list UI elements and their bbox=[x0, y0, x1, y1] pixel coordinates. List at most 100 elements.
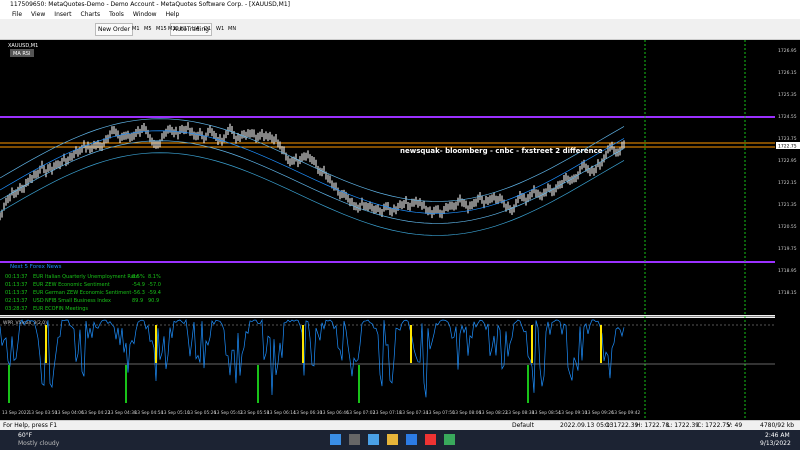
time-tick-label: 13 Sep 08:22 bbox=[479, 410, 508, 416]
timeframe-button[interactable]: H1 bbox=[180, 26, 187, 32]
oscillator-signal bbox=[358, 365, 360, 403]
news-title: Next 5 Forex News bbox=[10, 264, 62, 270]
news-cell: 90.9 bbox=[148, 298, 159, 304]
time-tick-label: 13 Sep 08:54 bbox=[532, 410, 561, 416]
price-tick-label: 1720.55 bbox=[778, 224, 797, 230]
price-tick-label: 1724.55 bbox=[778, 114, 797, 120]
price-tick-label: 1718.95 bbox=[778, 268, 797, 274]
volume: V: 49 bbox=[727, 422, 743, 429]
close: C: 1722.75 bbox=[697, 422, 730, 429]
price-axis bbox=[775, 40, 800, 420]
explorer[interactable] bbox=[387, 434, 398, 445]
menu-item[interactable]: Insert bbox=[54, 11, 72, 18]
title-bar: 117509650: MetaQuotes-Demo - Demo Accoun… bbox=[0, 0, 800, 10]
menu-item[interactable]: View bbox=[31, 11, 46, 18]
annotation: newsquak- bloomberg - cnbc - fxstreet 2 … bbox=[400, 147, 603, 155]
oscillator-line bbox=[0, 318, 625, 398]
timeframe-button[interactable]: M1 bbox=[132, 26, 140, 32]
temperature: 60°F bbox=[18, 432, 33, 439]
menu-item[interactable]: Window bbox=[132, 11, 157, 18]
time-tick-label: 13 Sep 07:02 bbox=[347, 410, 376, 416]
timeframe-button[interactable]: W1 bbox=[216, 26, 225, 32]
taskbar: 60°F Mostly cloudy 2:46 AM 9/13/2022 bbox=[0, 430, 800, 450]
oscillator-signal bbox=[8, 365, 10, 403]
news-cell: German ZEW Economic Sentiment bbox=[45, 290, 131, 296]
price-tick-label: 1722.15 bbox=[778, 180, 797, 186]
news-cell: -59.4 bbox=[148, 290, 161, 296]
taskbar-icons bbox=[330, 434, 470, 446]
profile: Default bbox=[512, 422, 534, 429]
news-cell: -54.9 bbox=[132, 282, 145, 288]
search[interactable] bbox=[349, 434, 360, 445]
price-tick-label: 1722.95 bbox=[778, 158, 797, 164]
traffic: 4780/92 kb bbox=[760, 422, 795, 429]
timeframe-button[interactable]: H4 bbox=[192, 26, 199, 32]
indicator-badge bbox=[10, 49, 34, 57]
news-cell: 02:13:37 bbox=[5, 298, 27, 304]
time-tick-label: 13 Sep 05:10 bbox=[161, 410, 190, 416]
clock: 2:46 AM bbox=[765, 432, 790, 439]
time-tick-label: 13 Sep 07:34 bbox=[400, 410, 429, 416]
news-cell: Italian Quarterly Unemployment Rate bbox=[45, 274, 139, 280]
oscillator-signal bbox=[302, 325, 304, 363]
menu-item[interactable]: Charts bbox=[80, 11, 101, 18]
chart-area: XAUUSD,M1 MA RSI newsquak- bloomberg - cnb… bbox=[0, 40, 800, 420]
time-tick-label: 13 Sep 06:46 bbox=[320, 410, 349, 416]
timeframe-button[interactable]: M30 bbox=[168, 26, 179, 32]
oscillator-signal bbox=[125, 365, 127, 403]
oscillator-signal bbox=[527, 365, 529, 403]
time-tick-label: 13 Sep 04:22 bbox=[82, 410, 111, 416]
timeframe-button[interactable]: D1 bbox=[204, 26, 212, 32]
news-cell: NFIB Small Business Index bbox=[45, 298, 111, 304]
time-tick-label: 13 Sep 04:54 bbox=[135, 410, 164, 416]
time-tick-label: 13 Sep 06:30 bbox=[294, 410, 323, 416]
timeframe-button[interactable]: MN bbox=[228, 26, 237, 32]
price-tick-label: 1723.75 bbox=[778, 136, 797, 142]
time-tick-label: 13 Sep 09:10 bbox=[559, 410, 588, 416]
oscillator-panel bbox=[0, 318, 775, 405]
price-tick-label: 1719.75 bbox=[778, 246, 797, 252]
oscillator-signal bbox=[257, 365, 259, 403]
weather: Mostly cloudy bbox=[18, 440, 60, 447]
menu-bar: File View Insert Charts Tools Window Help bbox=[0, 10, 800, 19]
start[interactable] bbox=[330, 434, 341, 445]
price-tick-label: 1726.95 bbox=[778, 48, 797, 54]
oscillator-signal bbox=[531, 325, 533, 363]
auto-trading-button[interactable]: AutoTrading bbox=[170, 23, 212, 36]
news-cell: 8.5% bbox=[132, 274, 145, 280]
news-cell: 00:13:37 bbox=[5, 274, 27, 280]
news-cell: 89.9 bbox=[132, 298, 143, 304]
store[interactable] bbox=[406, 434, 417, 445]
bar-time: 2022.09.13 05:13 bbox=[560, 422, 614, 429]
menu-item[interactable]: Help bbox=[165, 11, 180, 18]
date: 9/13/2022 bbox=[760, 440, 791, 447]
open: O: 1722.39 bbox=[605, 422, 639, 429]
time-tick-label: 13 Sep 2022 bbox=[2, 410, 29, 416]
news-cell: 01:13:37 bbox=[5, 290, 27, 296]
new-order-button[interactable]: New Order bbox=[95, 23, 134, 36]
toolbar: New Order AutoTrading M1 M5 M15 M30 H1 H4 D1 W1… bbox=[0, 19, 800, 40]
oscillator-signal bbox=[600, 325, 602, 363]
oscillator-signal bbox=[410, 325, 412, 363]
menu-item[interactable]: Tools bbox=[109, 11, 124, 18]
app[interactable] bbox=[425, 434, 436, 445]
mt4[interactable] bbox=[444, 434, 455, 445]
news-cell: EUR bbox=[33, 274, 44, 280]
edge[interactable] bbox=[368, 434, 379, 445]
menu-item[interactable]: File bbox=[12, 11, 23, 18]
time-tick-label: 13 Sep 07:18 bbox=[373, 410, 402, 416]
time-axis bbox=[0, 405, 775, 420]
timeframe-button[interactable]: M15 bbox=[156, 26, 167, 32]
time-tick-label: 13 Sep 04:38 bbox=[108, 410, 137, 416]
time-tick-label: 13 Sep 03:50 bbox=[29, 410, 58, 416]
status-bar: For Help, press F1 Default 2022.09.13 05… bbox=[0, 420, 800, 431]
moving-average bbox=[0, 118, 625, 202]
news-cell: -56.3 bbox=[132, 290, 145, 296]
time-tick-label: 13 Sep 06:14 bbox=[267, 410, 296, 416]
moving-average bbox=[0, 140, 625, 224]
time-tick-label: 13 Sep 05:26 bbox=[188, 410, 217, 416]
current-price: 1722.75 bbox=[778, 144, 797, 150]
time-tick-label: 13 Sep 05:42 bbox=[214, 410, 243, 416]
timeframe-button[interactable]: M5 bbox=[144, 26, 152, 32]
